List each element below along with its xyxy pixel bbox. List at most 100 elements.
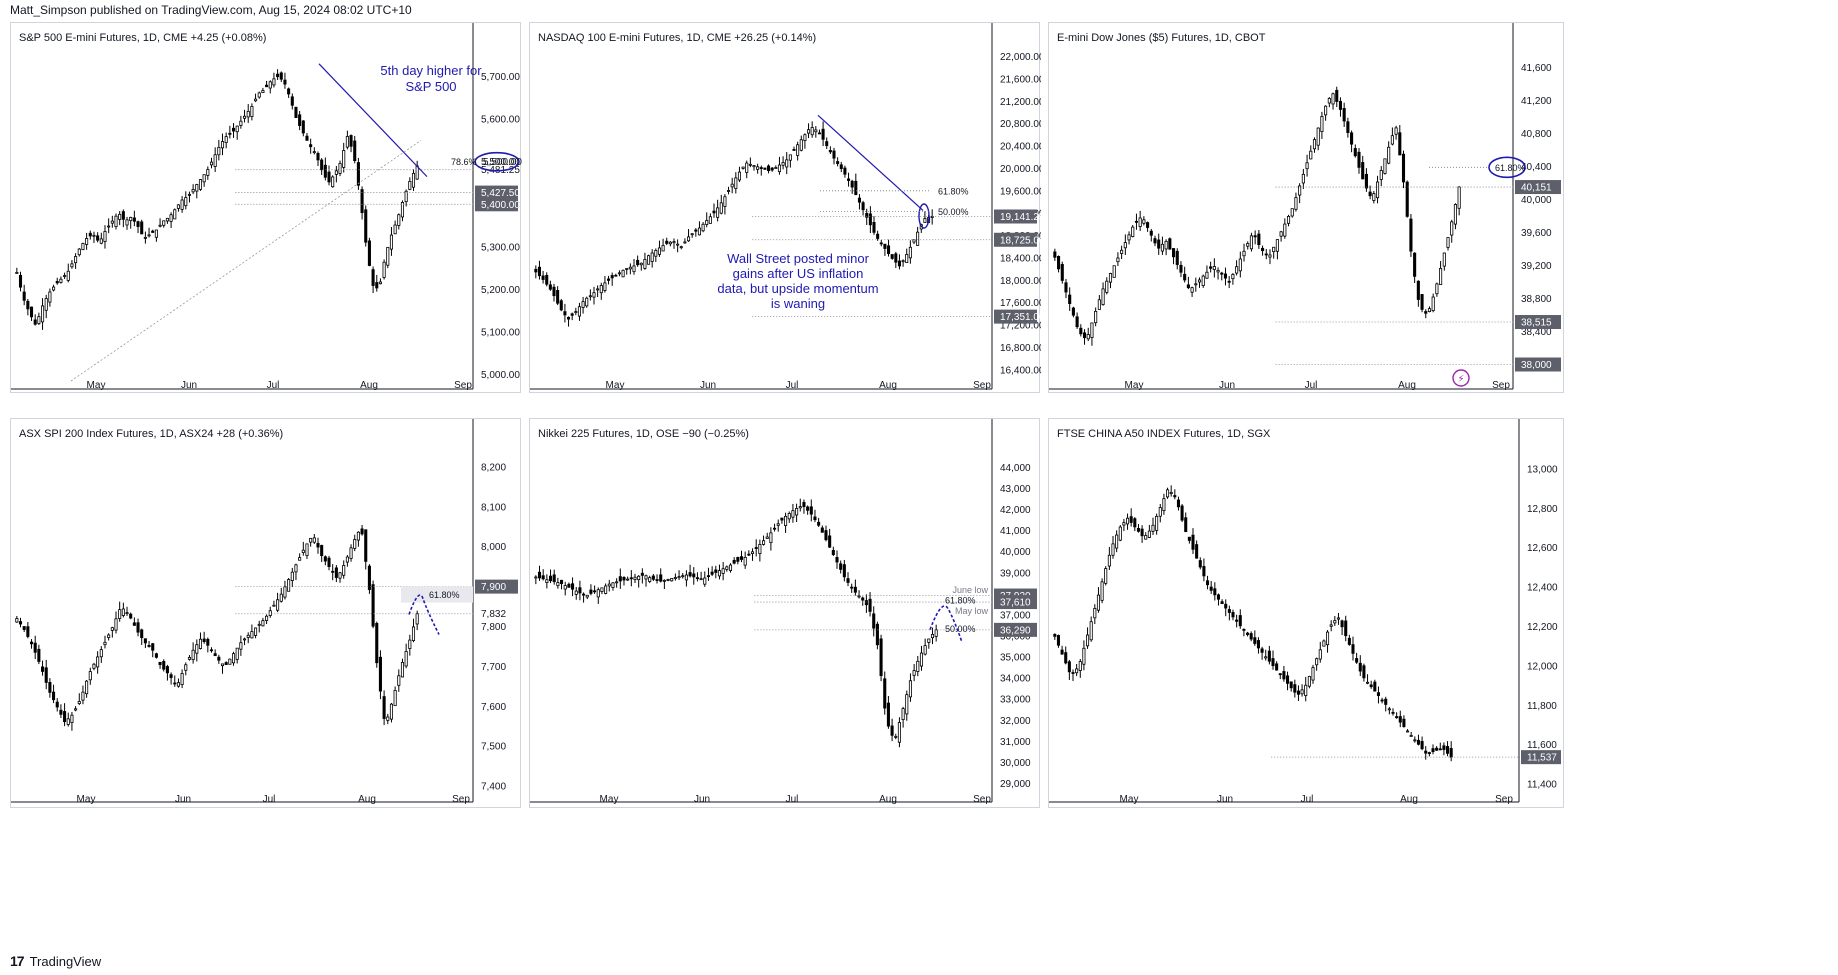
y-tick-label: 38,400 [1521,327,1552,338]
candle [261,90,265,94]
candle [809,506,813,515]
candle [15,618,19,623]
x-tick-label: Jul [1305,380,1318,391]
candle [872,613,876,629]
candle [604,585,608,594]
candle [861,597,865,601]
candle [1390,135,1394,145]
candle [125,219,129,226]
candle [739,556,744,560]
price-label: 36,290 [1000,625,1031,636]
candle [301,120,305,134]
candle [213,154,217,167]
candle [648,577,652,582]
candle [599,285,603,294]
x-tick-label: Aug [358,794,376,805]
candle [705,220,709,225]
chart-panel-nikkei[interactable]: 44,00043,00042,00041,00040,00039,00038,0… [529,418,1040,808]
price-label: 5,400.00 [481,200,520,211]
candle [1438,748,1442,751]
candle [1220,601,1224,605]
candle [195,184,199,192]
candle [1413,252,1417,277]
y-tick-label: 39,600 [1521,228,1552,239]
candle [1312,139,1317,150]
candle [1064,652,1068,664]
candle [607,583,611,587]
candle [1344,620,1348,637]
x-tick-label: Aug [1398,380,1416,391]
chart-svg[interactable]: 5,700.00 5,600.00 5,500.00 5,400.00 5,300.00… [11,23,522,394]
candle [1253,235,1257,238]
chart-svg[interactable]: 13,000 12,800 12,600 12,400 12,200 12,000 11,8… [1049,419,1565,809]
candle [257,623,261,626]
candle [617,272,621,275]
candle [246,110,250,118]
chart-panel-nasdaq[interactable]: 22,000.00 21,600.00 21,200.00 20,800.00 20,4… [529,22,1041,394]
candle [1300,689,1304,695]
candle [850,180,854,188]
candle [382,261,386,278]
candle [1420,741,1424,750]
candle [85,238,89,245]
candle [637,575,641,581]
candle [176,682,180,687]
chart-panel-sp500[interactable]: 5,700.00 5,600.00 5,500.00 5,400.00 5,300.00… [10,22,522,394]
chart-panel-dow[interactable]: 41,600 41,200 40,800 40,400 40,000 39,600 39,2… [1048,22,1564,393]
chart-svg[interactable]: 44,00043,00042,00041,00040,00039,00038,0… [530,419,1041,809]
candle [1235,266,1239,274]
x-tick-label: Jul [267,380,280,391]
candle [745,162,749,173]
candle [767,165,771,172]
candle [327,557,331,567]
x-tick-label: Sep [973,380,991,391]
candle [614,274,618,277]
y-tick-label: 5,200.00 [481,285,520,296]
candle [290,96,294,106]
candle [41,666,45,672]
chart-panel-asx[interactable]: 8,200 8,100 8,000 7,900 7,800 7,700 7,600 7,500… [10,418,521,808]
candle [1157,239,1161,249]
candle [1450,221,1454,236]
y-tick-label: 44,000 [1000,463,1031,474]
candle [887,245,891,254]
fib-label: 61.80% [429,590,460,600]
projection-arrow [929,605,963,643]
candle [132,217,136,222]
candle [582,593,586,596]
candle [1272,246,1276,253]
candle [644,575,648,580]
y-tick-label: 5,700.00 [481,72,520,83]
candle [1096,594,1100,611]
y-tick-label: 12,400 [1527,583,1558,594]
chart-panel-a50[interactable]: 13,000 12,800 12,600 12,400 12,200 12,000 11,8… [1048,418,1564,808]
tradingview-footer[interactable]: 17 TradingView [10,950,101,972]
candle [169,214,173,222]
candle [799,139,803,151]
candle [305,543,309,557]
candle [780,517,784,521]
candle [1142,219,1146,224]
price-label-box [1515,180,1561,195]
candle [77,701,81,704]
x-tick-label: Aug [1400,794,1418,805]
candle [1075,668,1079,674]
candle [923,218,927,223]
candle [287,88,291,95]
candle [618,576,622,582]
chart-svg[interactable]: 8,200 8,100 8,000 7,900 7,800 7,700 7,600 7,500… [11,419,522,809]
y-tick-label: 12,600 [1527,543,1558,554]
candle [651,575,655,580]
candle [224,662,228,666]
candle [643,259,647,269]
price-label-box [994,595,1037,610]
candle [312,151,316,154]
price-label-box [994,309,1037,324]
chart-svg[interactable]: 41,600 41,200 40,800 40,400 40,000 39,600 39,2… [1049,23,1565,394]
chart-svg[interactable]: 22,000.00 21,600.00 21,200.00 20,800.00 20,4… [530,23,1041,394]
candle [1190,287,1194,293]
candle [1187,536,1191,541]
candle [342,150,346,168]
candle [589,589,593,594]
candle [695,577,699,580]
